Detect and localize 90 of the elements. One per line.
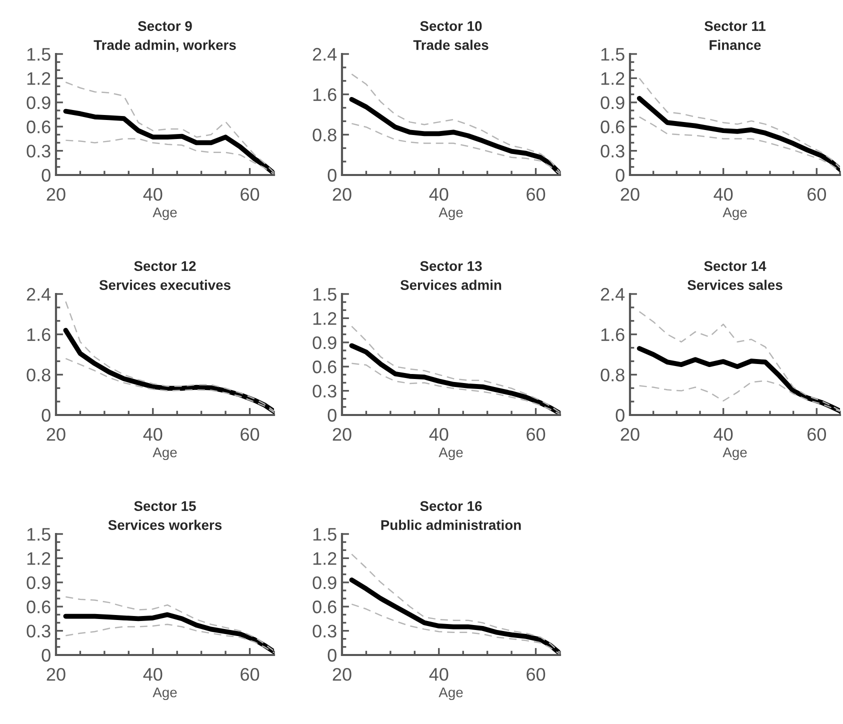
y-tick-label: 1.2	[27, 72, 50, 85]
x-axis-title: Age	[152, 688, 177, 700]
y-tick-label: 0	[42, 168, 50, 182]
y-tick-label: 0	[616, 168, 624, 182]
x-tick-label: 60	[240, 188, 260, 201]
x-tick-label: 60	[526, 668, 546, 681]
y-tick-label: 0.8	[26, 368, 50, 382]
y-tick-label: 0.8	[312, 128, 336, 142]
x-tick-label: 60	[240, 428, 260, 441]
y-tick-label: 0	[328, 648, 336, 662]
y-tick-label: 0	[328, 408, 336, 422]
chart-subtitle: Trade admin, workers	[94, 40, 236, 52]
x-tick-label: 40	[143, 188, 162, 201]
x-tick-label: 40	[714, 428, 733, 441]
chart-title: Sector 12	[134, 261, 196, 271]
x-axis-title: Age	[438, 448, 463, 460]
y-tick-label: 0	[42, 648, 50, 662]
y-tick-label: 2.4	[600, 288, 625, 301]
chart-subtitle: Trade sales	[413, 40, 488, 50]
x-tick-label: 60	[240, 668, 260, 681]
chart-title: Sector 15	[134, 501, 196, 511]
y-tick-label: 0.6	[26, 600, 50, 614]
x-axis-title: Age	[438, 208, 463, 220]
y-tick-label: 0.6	[600, 120, 624, 134]
y-tick-label: 0.8	[600, 368, 624, 382]
x-tick-label: 60	[526, 428, 546, 441]
y-tick-label: 0.3	[600, 144, 624, 158]
chart-title: Sector 10	[420, 21, 482, 31]
y-tick-label: 0.9	[26, 576, 50, 590]
chart-subtitle: Services workers	[108, 520, 222, 530]
x-tick-label: 20	[46, 428, 66, 441]
y-tick-label: 1.6	[601, 328, 624, 342]
y-tick-label: 1.5	[313, 528, 336, 541]
y-tick-label: 1.5	[27, 528, 50, 541]
y-tick-label: 2.4	[312, 48, 337, 61]
y-tick-label: 0.3	[26, 144, 50, 158]
chart-subtitle: Public administration	[381, 520, 521, 530]
x-tick-label: 40	[429, 668, 448, 681]
x-tick-label: 40	[429, 428, 448, 441]
y-tick-label: 0.9	[600, 96, 624, 110]
y-tick-label: 0.9	[26, 96, 50, 110]
x-tick-label: 20	[332, 428, 352, 441]
y-tick-label: 0	[328, 168, 336, 182]
x-axis-title: Age	[438, 688, 463, 700]
x-tick-label: 20	[620, 188, 640, 201]
y-tick-label: 1.6	[313, 88, 336, 102]
y-tick-label: 1.6	[27, 328, 50, 342]
chart-title: Sector 13	[420, 261, 482, 272]
chart-title: Sector 14	[704, 261, 766, 271]
y-tick-label: 1.5	[27, 48, 50, 61]
y-tick-label: 1.5	[601, 48, 624, 61]
y-tick-label: 1.5	[313, 288, 336, 301]
x-tick-label: 60	[526, 188, 546, 201]
x-axis-title: Age	[152, 208, 177, 220]
y-tick-label: 0.6	[312, 360, 336, 374]
y-tick-label: 0	[616, 408, 624, 422]
chart-subtitle: Finance	[710, 40, 761, 50]
x-tick-label: 40	[143, 668, 162, 681]
y-tick-label: 0.3	[312, 384, 336, 398]
x-axis-title: Age	[152, 448, 177, 460]
x-axis-title: Age	[722, 208, 747, 220]
y-tick-label: 0.9	[312, 576, 336, 590]
chart-title: Sector 9	[138, 21, 192, 31]
chart-title: Sector 11	[704, 21, 766, 31]
x-tick-label: 60	[808, 188, 826, 201]
y-tick-label: 2.4	[26, 288, 51, 301]
x-tick-label: 60	[808, 428, 826, 441]
y-tick-label: 0	[42, 408, 50, 422]
y-tick-label: 0.3	[312, 624, 336, 638]
x-tick-label: 40	[143, 428, 162, 441]
x-tick-label: 20	[46, 668, 66, 681]
y-tick-label: 0.6	[26, 120, 50, 134]
y-tick-label: 1.2	[313, 312, 336, 325]
x-tick-label: 20	[46, 188, 66, 201]
y-tick-label: 1.2	[27, 552, 50, 565]
y-tick-label: 0.9	[312, 336, 336, 350]
y-tick-label: 0.6	[312, 600, 336, 614]
x-tick-label: 20	[332, 668, 352, 681]
x-axis-title: Age	[722, 448, 747, 460]
chart-subtitle: Services executives	[99, 280, 230, 290]
x-tick-label: 40	[714, 188, 733, 201]
y-tick-label: 1.2	[313, 552, 336, 565]
y-tick-label: 1.2	[601, 72, 624, 85]
chart-title: Sector 16	[420, 501, 482, 511]
x-tick-label: 20	[332, 188, 352, 201]
y-tick-label: 0.3	[26, 624, 50, 638]
x-tick-label: 40	[429, 188, 448, 201]
chart-subtitle: Services sales	[688, 280, 782, 290]
x-tick-label: 20	[620, 428, 640, 441]
chart-subtitle: Services admin	[400, 280, 502, 290]
